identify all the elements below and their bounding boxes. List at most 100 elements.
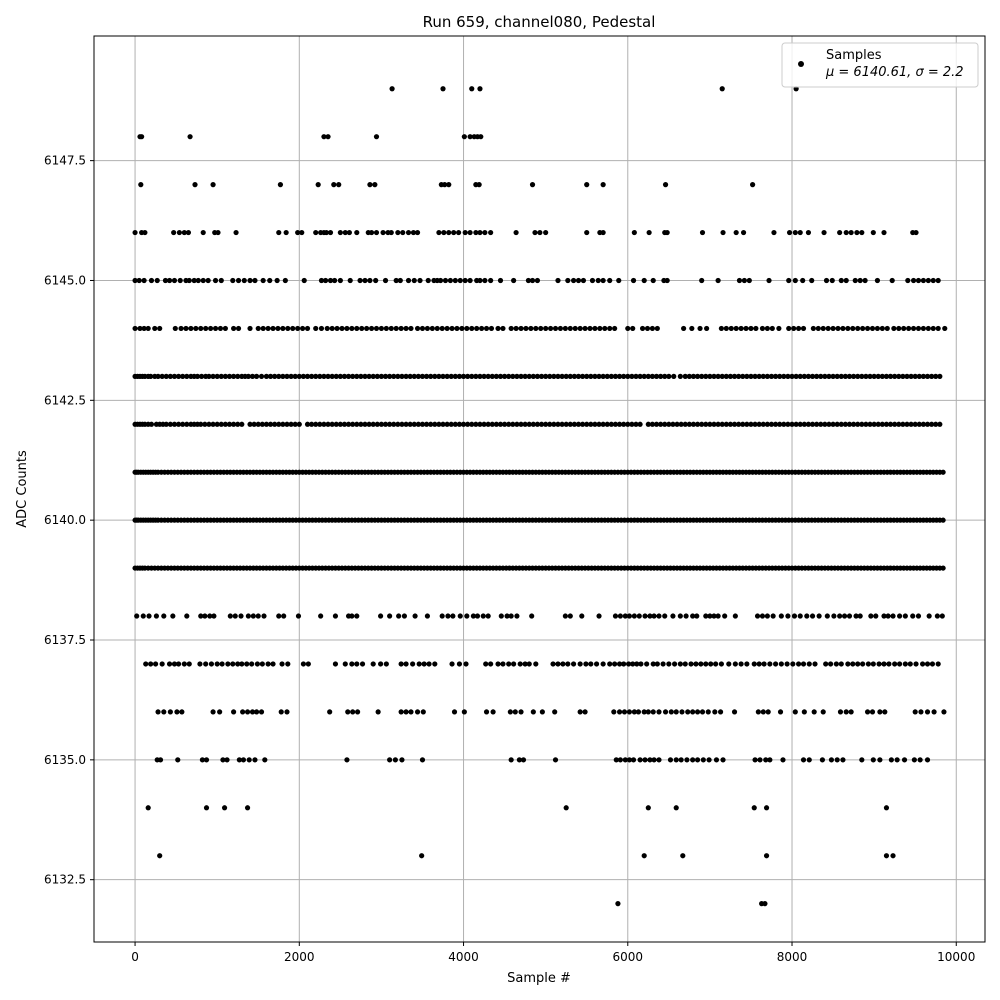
data-point — [442, 277, 449, 284]
data-point — [563, 373, 569, 379]
data-point — [329, 373, 335, 379]
data-point — [497, 373, 504, 379]
data-point — [744, 373, 750, 379]
data-point — [933, 421, 939, 427]
data-point — [231, 373, 237, 379]
data-point — [295, 229, 301, 236]
data-point — [650, 277, 656, 284]
data-point — [707, 421, 713, 427]
y-tick-label: 6145.0 — [44, 273, 86, 287]
data-point — [654, 661, 660, 667]
data-point — [132, 325, 138, 332]
data-point — [682, 373, 688, 379]
axes-frame — [93, 35, 986, 943]
data-point — [434, 325, 440, 332]
data-point — [797, 373, 803, 379]
data-point — [637, 421, 643, 427]
data-point — [272, 373, 278, 379]
data-point — [300, 373, 307, 379]
data-point — [812, 661, 818, 667]
data-point — [456, 373, 463, 379]
data-point — [901, 325, 907, 332]
data-point — [715, 613, 721, 619]
data-point — [550, 661, 556, 667]
data-point — [580, 373, 586, 379]
data-point — [279, 661, 285, 667]
data-point — [877, 709, 883, 715]
data-point — [212, 325, 219, 332]
data-point — [479, 325, 485, 332]
data-point — [814, 373, 820, 379]
data-point — [750, 182, 756, 188]
data-point — [764, 421, 770, 427]
data-point — [309, 373, 315, 379]
data-point — [837, 229, 843, 236]
data-point — [853, 613, 859, 619]
data-point — [341, 373, 348, 379]
data-point — [362, 373, 368, 379]
data-point — [523, 325, 529, 332]
data-point — [202, 613, 208, 619]
data-point — [317, 373, 323, 379]
data-point — [780, 757, 786, 763]
data-point — [547, 421, 553, 427]
data-point — [612, 373, 619, 379]
data-point — [186, 277, 192, 284]
data-point — [855, 373, 861, 379]
data-point — [231, 325, 237, 332]
data-point — [277, 182, 284, 188]
data-point — [626, 757, 633, 763]
x-tick-label: 2000 — [284, 950, 315, 964]
data-point — [374, 373, 380, 379]
data-point — [736, 277, 743, 284]
data-point — [612, 325, 618, 332]
data-point — [662, 182, 669, 188]
data-point — [382, 373, 389, 379]
data-point — [667, 757, 674, 763]
data-point — [886, 661, 892, 667]
data-point — [705, 709, 711, 715]
data-point — [214, 661, 220, 667]
data-point — [577, 325, 583, 332]
data-point — [715, 373, 721, 379]
data-point — [534, 277, 541, 284]
data-point — [596, 373, 602, 379]
axis-ticks: 0 2000 4000 6000 8000 10000 6132.5 6135.0 6137.5… — [44, 154, 975, 964]
data-point — [809, 613, 816, 619]
data-point — [754, 613, 761, 619]
data-point — [514, 613, 520, 619]
data-point — [855, 325, 861, 332]
data-point — [670, 421, 676, 427]
data-point — [924, 421, 931, 427]
data-point — [756, 373, 762, 379]
data-point — [488, 325, 495, 332]
data-point — [617, 757, 623, 763]
data-point — [838, 373, 844, 379]
data-point — [822, 373, 828, 379]
data-point — [762, 901, 768, 907]
data-point — [805, 373, 812, 379]
data-point — [843, 229, 849, 236]
data-point — [621, 661, 627, 667]
data-point — [633, 373, 639, 379]
data-point — [892, 421, 898, 427]
data-point — [719, 421, 725, 427]
data-point — [816, 613, 822, 619]
data-point — [485, 613, 491, 619]
data-point — [838, 277, 844, 284]
data-point — [198, 613, 204, 619]
data-point — [382, 277, 389, 284]
data-point — [155, 709, 161, 715]
data-point — [230, 277, 236, 284]
data-point — [851, 421, 857, 427]
data-point — [694, 709, 701, 715]
data-point — [571, 421, 578, 427]
data-point — [885, 613, 891, 619]
data-point — [414, 229, 421, 236]
data-point — [875, 373, 881, 379]
data-point — [244, 805, 251, 811]
data-point — [321, 421, 327, 427]
data-point — [457, 613, 463, 619]
data-point — [588, 373, 594, 379]
data-point — [752, 373, 758, 379]
